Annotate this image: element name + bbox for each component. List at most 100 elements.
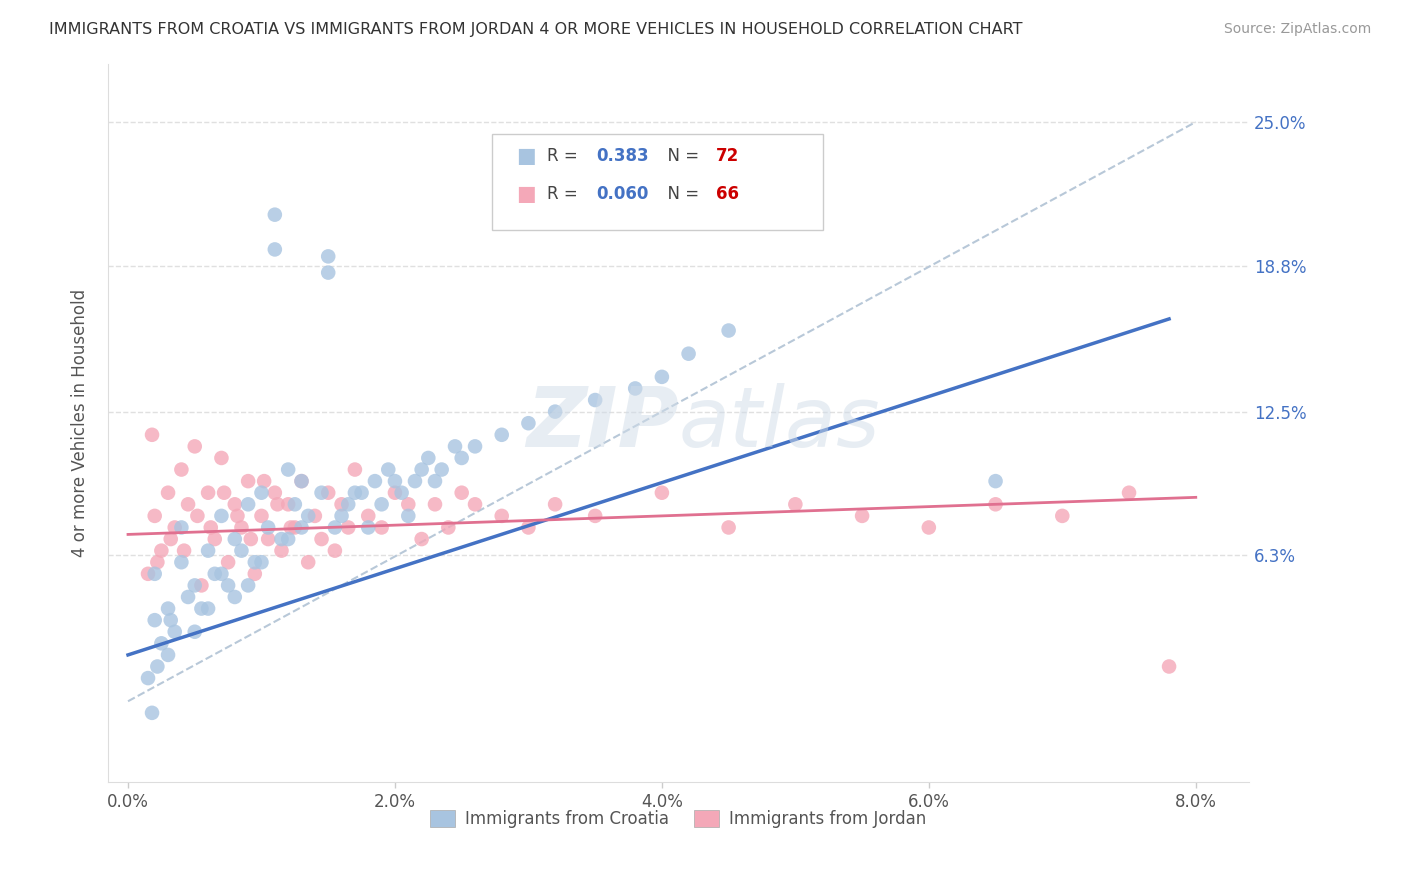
Point	[330, 508, 353, 523]
Point	[163, 520, 186, 534]
Point	[544, 497, 567, 511]
Point	[136, 566, 159, 581]
Point	[357, 508, 380, 523]
Point	[141, 427, 163, 442]
Point	[851, 508, 873, 523]
Y-axis label: 4 or more Vehicles in Household: 4 or more Vehicles in Household	[72, 289, 89, 558]
Text: 72: 72	[716, 147, 740, 165]
Point	[1157, 659, 1180, 673]
Point	[236, 474, 259, 488]
Text: R =: R =	[547, 185, 583, 202]
Text: R =: R =	[547, 147, 583, 165]
Text: ■: ■	[516, 146, 536, 166]
Point	[430, 462, 453, 476]
Point	[364, 474, 387, 488]
Point	[411, 532, 433, 546]
Point	[583, 508, 606, 523]
Point	[231, 543, 253, 558]
Point	[266, 497, 288, 511]
Point	[143, 566, 166, 581]
Point	[290, 520, 312, 534]
Point	[197, 543, 219, 558]
Point	[450, 485, 472, 500]
Point	[209, 450, 232, 465]
Point	[316, 249, 339, 263]
Point	[270, 532, 292, 546]
Point	[343, 462, 366, 476]
Point	[311, 485, 333, 500]
Point	[270, 543, 292, 558]
Point	[280, 520, 302, 534]
Text: N =: N =	[657, 147, 704, 165]
Point	[491, 427, 513, 442]
Point	[173, 543, 195, 558]
Point	[396, 508, 419, 523]
Point	[391, 485, 413, 500]
Point	[277, 532, 299, 546]
Point	[184, 624, 207, 639]
Point	[186, 508, 208, 523]
Point	[263, 485, 285, 500]
Point	[250, 508, 273, 523]
Point	[217, 555, 239, 569]
Point	[224, 497, 246, 511]
Point	[404, 474, 426, 488]
Point	[200, 520, 222, 534]
Text: 0.383: 0.383	[596, 147, 648, 165]
Point	[517, 520, 540, 534]
Point	[370, 520, 392, 534]
Point	[277, 462, 299, 476]
Point	[177, 590, 200, 604]
Point	[136, 671, 159, 685]
Point	[544, 404, 567, 418]
Point	[150, 636, 173, 650]
Point	[1052, 508, 1074, 523]
Legend: Immigrants from Croatia, Immigrants from Jordan: Immigrants from Croatia, Immigrants from…	[423, 804, 934, 835]
Point	[177, 497, 200, 511]
Point	[377, 462, 399, 476]
Point	[284, 497, 307, 511]
Point	[184, 578, 207, 592]
Point	[437, 520, 460, 534]
Text: atlas: atlas	[679, 383, 880, 464]
Point	[243, 555, 266, 569]
Point	[263, 208, 285, 222]
Point	[231, 520, 253, 534]
Point	[337, 520, 360, 534]
Text: 66: 66	[716, 185, 738, 202]
Point	[236, 578, 259, 592]
Text: N =: N =	[657, 185, 704, 202]
Point	[146, 659, 169, 673]
Point	[651, 485, 673, 500]
Point	[517, 416, 540, 430]
Point	[651, 369, 673, 384]
Point	[190, 578, 212, 592]
Point	[717, 520, 740, 534]
Point	[785, 497, 807, 511]
Point	[204, 566, 226, 581]
Point	[918, 520, 941, 534]
Point	[284, 520, 307, 534]
Point	[396, 497, 419, 511]
Point	[209, 566, 232, 581]
Point	[311, 532, 333, 546]
Point	[159, 613, 181, 627]
Point	[257, 532, 280, 546]
Point	[491, 508, 513, 523]
Text: 0.060: 0.060	[596, 185, 648, 202]
Point	[316, 485, 339, 500]
Point	[678, 347, 700, 361]
Point	[170, 462, 193, 476]
Point	[157, 601, 180, 615]
Point	[444, 439, 467, 453]
Point	[323, 520, 346, 534]
Point	[239, 532, 262, 546]
Point	[217, 578, 239, 592]
Point	[257, 520, 280, 534]
Point	[170, 555, 193, 569]
Point	[146, 555, 169, 569]
Point	[159, 532, 181, 546]
Point	[418, 450, 440, 465]
Point	[143, 508, 166, 523]
Point	[163, 624, 186, 639]
